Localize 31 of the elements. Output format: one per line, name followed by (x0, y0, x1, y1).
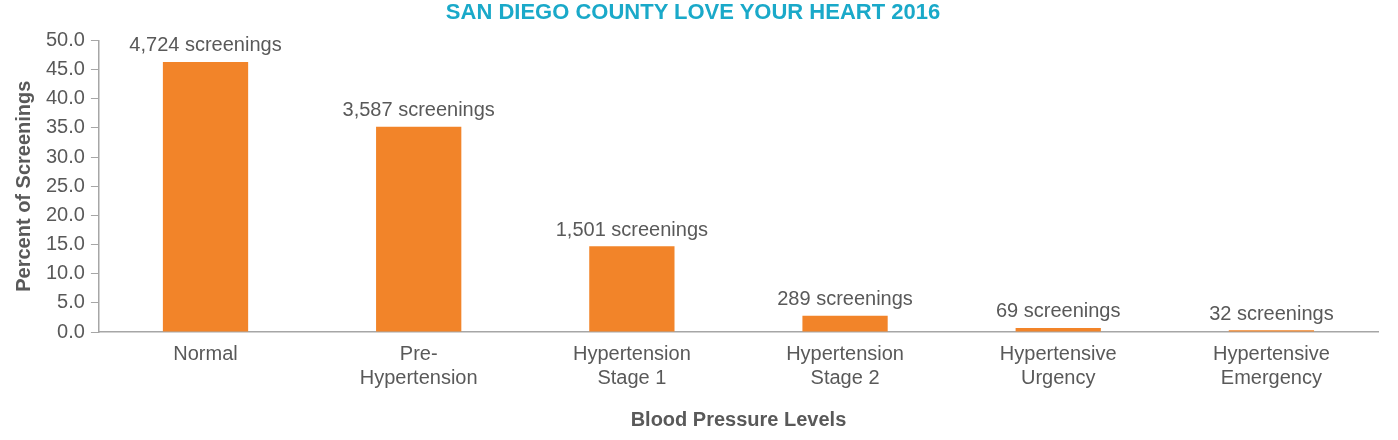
y-tick-label: 45.0 (45, 57, 85, 80)
x-tick-label: Normal (173, 341, 238, 364)
y-tick-label: 25.0 (45, 173, 85, 196)
bar (1015, 327, 1101, 332)
annotation: 32 screenings (1209, 301, 1334, 324)
x-tick-label: Hypertensive Emergency (1213, 341, 1330, 388)
x-axis-title: Blood Pressure Levels (630, 407, 847, 430)
annotation: 4,724 screenings (129, 33, 282, 56)
y-tick-label: 10.0 (45, 261, 85, 284)
annotation: 289 screenings (777, 287, 913, 310)
annotation: 69 screenings (995, 299, 1121, 322)
y-tick-label: 5.0 (57, 290, 85, 313)
bar (376, 126, 462, 332)
x-tick-label: Hypertension Stage 2 (786, 341, 904, 388)
y-tick-label: 35.0 (45, 115, 85, 138)
x-tick-label: Hypertensive Urgency (999, 341, 1117, 388)
y-tick-label: 15.0 (45, 232, 85, 255)
x-tick-label: Hypertension Stage 1 (572, 341, 691, 388)
annotation: 1,501 screenings (555, 217, 709, 240)
y-tick-label: 50.0 (45, 27, 85, 50)
bar (802, 315, 888, 332)
y-tick-label: 0.0 (57, 319, 85, 342)
y-axis-title: Percent of Screenings (11, 80, 34, 292)
y-tick-label: 20.0 (45, 202, 85, 225)
y-tick-label: 30.0 (45, 144, 85, 167)
bar (589, 246, 675, 332)
bar (162, 61, 249, 332)
x-tick-label: Pre- Hypertension (359, 341, 478, 388)
annotation: 3,587 screenings (342, 98, 495, 121)
y-tick-label: 40.0 (45, 86, 85, 109)
chart-title: SAN DIEGO COUNTY LOVE YOUR HEART 2016 (445, 0, 941, 25)
